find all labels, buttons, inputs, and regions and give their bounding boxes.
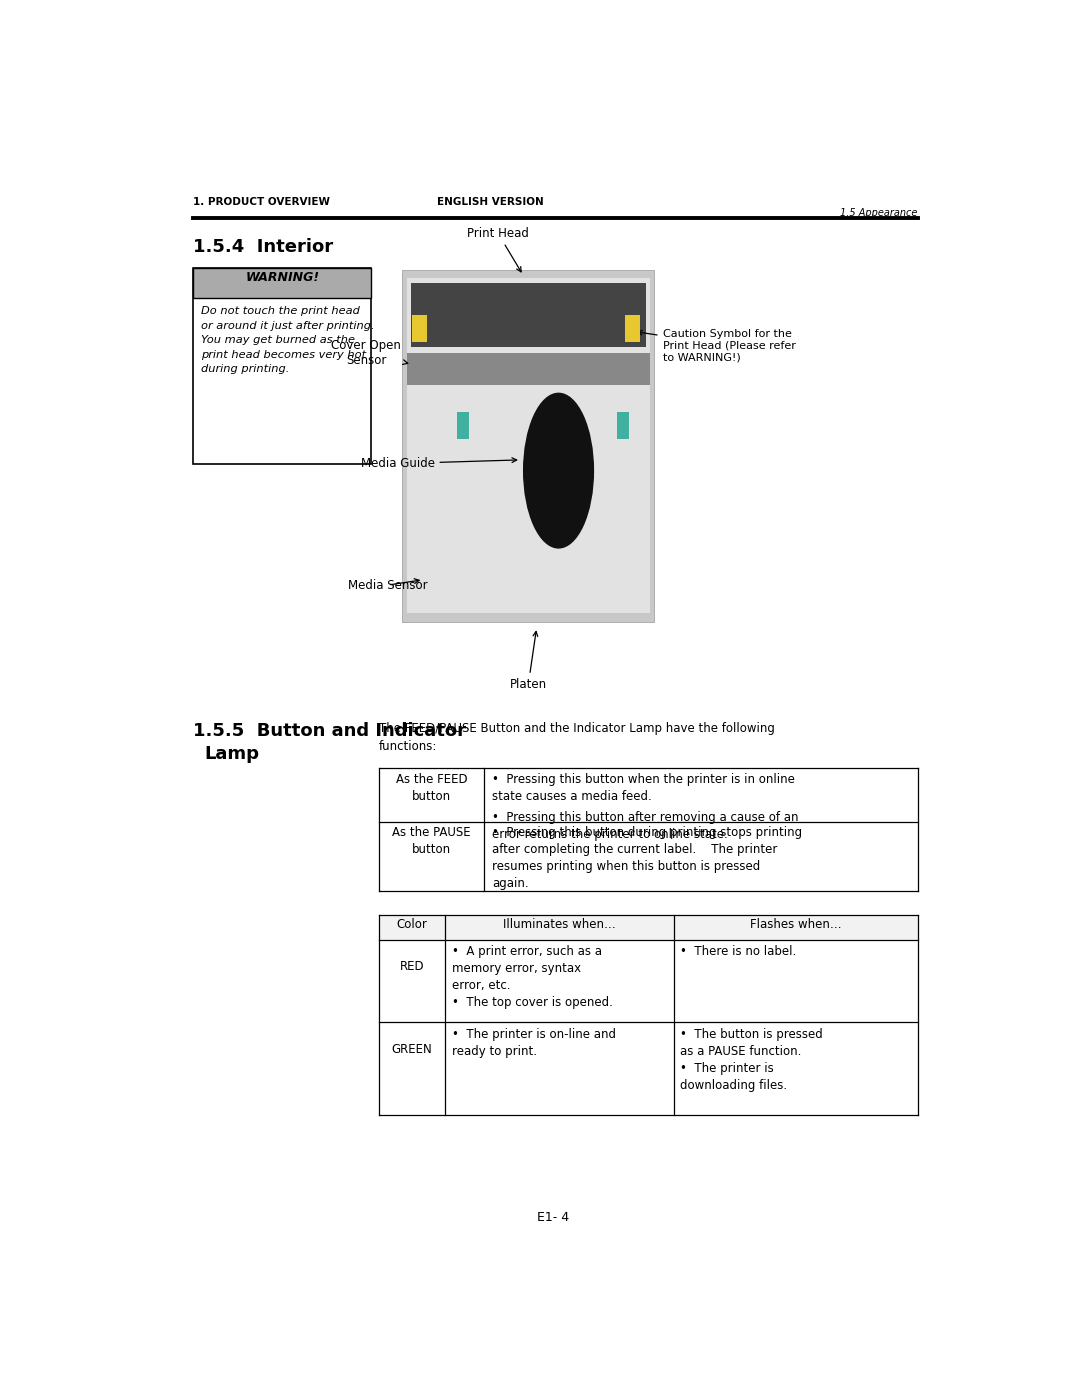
Text: 1. PRODUCT OVERVIEW: 1. PRODUCT OVERVIEW [193,197,330,207]
Bar [457,412,470,439]
Text: As the PAUSE
button: As the PAUSE button [392,827,471,856]
Text: •  A print error, such as a
memory error, syntax
error, etc.
•  The top cover is: • A print error, such as a memory error,… [451,946,612,1009]
Text: Platen: Platen [510,631,546,692]
Bar [413,316,428,342]
Text: •  There is no label.: • There is no label. [680,946,797,958]
Text: Media Sensor: Media Sensor [348,578,428,591]
Text: 1.5.5  Button and Indicator: 1.5.5 Button and Indicator [193,722,467,740]
Bar [617,412,630,439]
Bar [403,270,654,622]
Text: Color: Color [396,918,428,930]
Bar [625,316,640,342]
Text: •  Pressing this button after removing a cause of an
error returns the printer t: • Pressing this button after removing a … [492,812,798,841]
Text: •  The button is pressed
as a PAUSE function.
•  The printer is
downloading file: • The button is pressed as a PAUSE funct… [680,1028,823,1091]
Text: The FEED/PAUSE Button and the Indicator Lamp have the following
functions:: The FEED/PAUSE Button and the Indicator … [379,722,775,753]
Text: •  Pressing this button during printing stops printing
after completing the curr: • Pressing this button during printing s… [492,827,802,890]
Text: Caution Symbol for the
Print Head (Please refer
to WARNING!): Caution Symbol for the Print Head (Pleas… [637,330,796,362]
Bar [379,915,918,940]
Bar [193,268,372,298]
Text: Lamp: Lamp [204,745,259,763]
Bar [410,284,646,348]
Text: Flashes when…: Flashes when… [750,918,841,930]
Text: As the FEED
button: As the FEED button [395,773,468,802]
Bar [406,353,650,386]
Text: ENGLISH VERSION: ENGLISH VERSION [437,197,544,207]
Text: WARNING!: WARNING! [245,271,320,284]
Text: Print Head: Print Head [468,226,529,272]
Text: 1.5.4  Interior: 1.5.4 Interior [193,239,334,257]
Text: Do not touch the print head
or around it just after printing.
You may get burned: Do not touch the print head or around it… [202,306,375,374]
Ellipse shape [523,393,594,549]
Text: •  The printer is on-line and
ready to print.: • The printer is on-line and ready to pr… [451,1028,616,1058]
Text: RED: RED [400,960,424,974]
Bar [193,268,372,464]
Text: Media Guide: Media Guide [361,457,516,469]
Text: Cover Open
Sensor: Cover Open Sensor [332,339,408,367]
Text: Illuminates when…: Illuminates when… [503,918,616,930]
Text: E1- 4: E1- 4 [538,1211,569,1224]
Bar [406,278,650,613]
Text: 1.5 Appearance: 1.5 Appearance [840,208,918,218]
Text: GREEN: GREEN [392,1042,432,1056]
Text: •  Pressing this button when the printer is in online
state causes a media feed.: • Pressing this button when the printer … [492,773,795,802]
